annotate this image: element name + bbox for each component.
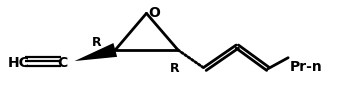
Text: HC: HC — [7, 56, 29, 70]
Text: R: R — [92, 36, 101, 49]
Text: Pr-n: Pr-n — [290, 60, 323, 74]
Text: O: O — [148, 6, 160, 20]
Text: C: C — [58, 56, 68, 70]
Text: R: R — [170, 62, 179, 75]
Polygon shape — [75, 43, 117, 61]
